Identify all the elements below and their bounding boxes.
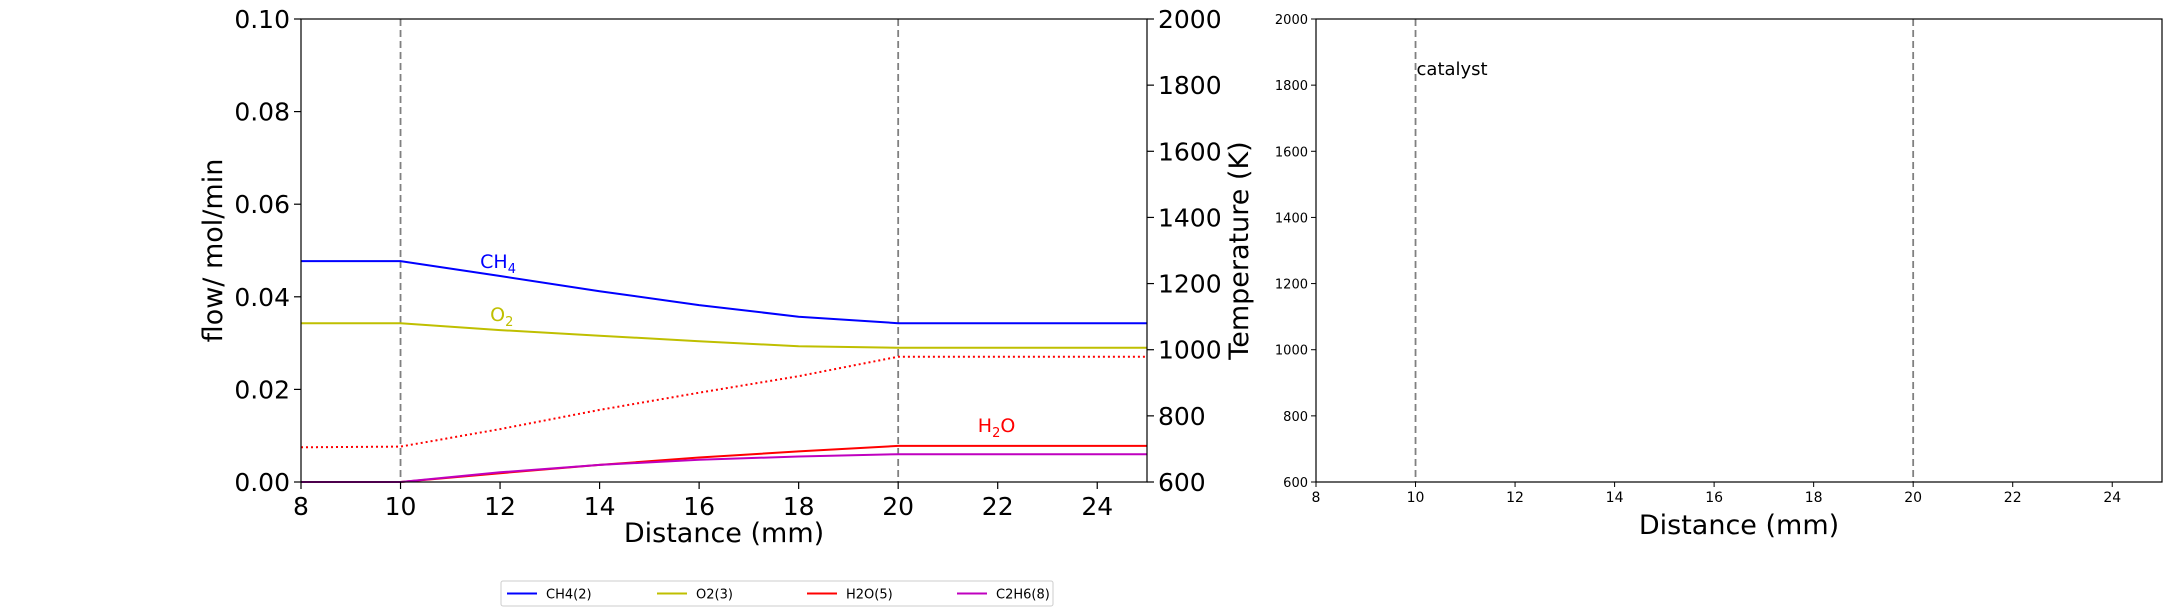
x-tick-label-2: 12 (1506, 490, 1524, 506)
y2-tick-label-3: 1200 (1158, 270, 1222, 299)
y2-tick-label-0: 600 (1158, 468, 1206, 497)
legend-label-0: CH4(2) (546, 588, 592, 603)
x-tick-label-8: 24 (1081, 492, 1113, 521)
x-tick-label-7: 22 (2004, 490, 2022, 506)
y-tick-label-2: 1000 (1275, 344, 1308, 359)
temperature-chart: 8 10 12 14 16 18 20 22 24 600 800 1000 1200 1400 1600… (1275, 13, 2163, 541)
temperature-line (300, 355, 1147, 449)
y-tick-label-3: 1200 (1275, 278, 1308, 293)
plot-frame (300, 18, 1148, 483)
annotations: catalyst (1417, 59, 1488, 80)
legend: CH4(2) O2(3) H2O(5) C2H6(8) (500, 580, 1054, 607)
y-tick-label-2: 0.04 (234, 283, 290, 312)
y-tick-label-1: 800 (1283, 410, 1308, 425)
x-tick-label-7: 22 (982, 492, 1014, 521)
y2-tick-label-5: 1600 (1158, 137, 1222, 166)
series-line-0 (301, 260, 1147, 325)
temperature-series-line (300, 355, 1147, 449)
y-tick-label-3: 0.06 (234, 190, 290, 219)
legend-label-2: H2O(5) (846, 588, 893, 603)
x-tick-label-8: 24 (2103, 490, 2121, 506)
y2-tick-label-4: 1400 (1158, 203, 1222, 232)
x-axis-ticks: 8 10 12 14 16 18 20 22 24 (293, 482, 1113, 521)
species-annotations: CH4 O2 H2O (480, 251, 1015, 441)
y-tick-label-6: 1800 (1275, 79, 1308, 94)
x-tick-label-1: 10 (1407, 490, 1425, 506)
y2-tick-label-7: 2000 (1158, 5, 1222, 34)
x-tick-label-4: 16 (1705, 490, 1723, 506)
y-tick-label-0: 0.00 (234, 468, 290, 497)
catalyst-boundary-lines (1414, 19, 1915, 482)
flow-series-lines (301, 260, 1147, 483)
right-y-axis-ticks: 600 800 1000 1200 1400 1600 1800 2000 (1147, 5, 1222, 497)
x-tick-label-6: 20 (1904, 490, 1922, 506)
x-axis-label: Distance (mm) (624, 518, 824, 549)
y-tick-label-4: 1400 (1275, 211, 1308, 226)
x-tick-label-6: 20 (882, 492, 914, 521)
x-axis-ticks: 8 10 12 14 16 18 20 22 24 (1312, 482, 2121, 506)
annotation-1: O2 (490, 304, 513, 330)
legend-box (500, 580, 1054, 607)
x-axis-label: Distance (mm) (1639, 510, 1839, 541)
catalyst-boundary-lines (399, 19, 900, 482)
flow-temperature-chart: 8 10 12 14 16 18 20 22 24 0.000.020.040.060.080.… (198, 5, 1255, 549)
x-tick-label-5: 18 (783, 492, 815, 521)
y-axis-ticks: 600 800 1000 1200 1400 1600 1800 2000 (1275, 13, 1316, 491)
x-tick-label-3: 14 (584, 492, 616, 521)
annotation-0: catalyst (1417, 59, 1488, 80)
annotation-2: H2O (978, 415, 1016, 441)
x-tick-label-2: 12 (484, 492, 516, 521)
y-tick-label-0: 600 (1283, 476, 1308, 491)
x-tick-label-3: 14 (1606, 490, 1624, 506)
y2-tick-label-2: 1000 (1158, 336, 1222, 365)
plot-frame (1315, 18, 2163, 483)
x-tick-label-0: 8 (293, 492, 309, 521)
x-tick-label-4: 16 (683, 492, 715, 521)
x-tick-label-0: 8 (1312, 490, 1321, 506)
y-tick-label-5: 1600 (1275, 145, 1308, 160)
left-y-axis-ticks: 0.00 0.02 0.04 0.06 0.08 0.10 (234, 5, 301, 497)
y-tick-label-4: 0.08 (234, 98, 290, 127)
right-y-axis-label: Temperature (K) (1224, 141, 1255, 360)
left-y-axis-label: flow/ mol/min (198, 159, 229, 343)
legend-label-3: C2H6(8) (996, 588, 1050, 603)
y2-tick-label-6: 1800 (1158, 71, 1222, 100)
y-tick-label-5: 0.10 (234, 5, 290, 34)
series-line-2 (301, 444, 1147, 483)
y-tick-label-1: 0.02 (234, 375, 290, 404)
series-line-3 (301, 453, 1147, 483)
y-tick-label-7: 2000 (1275, 13, 1308, 28)
legend-label-1: O2(3) (696, 588, 733, 603)
series-line-1 (301, 322, 1147, 349)
annotation-0: CH4 (480, 251, 516, 277)
y2-tick-label-1: 800 (1158, 402, 1206, 431)
x-tick-label-5: 18 (1805, 490, 1823, 506)
x-tick-label-1: 10 (385, 492, 417, 521)
